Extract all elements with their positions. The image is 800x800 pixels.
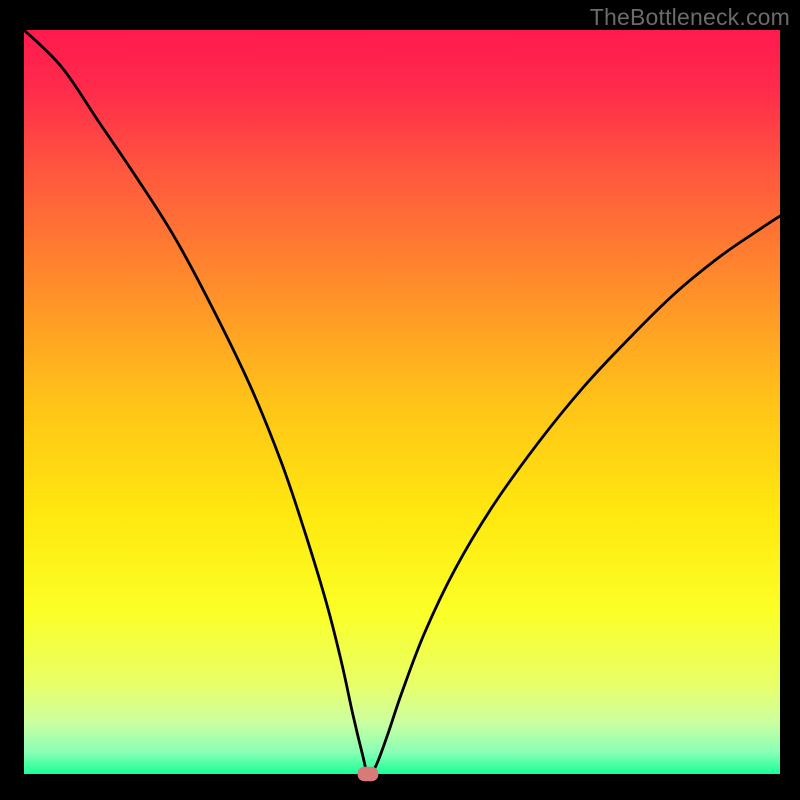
chart-frame: TheBottleneck.com	[0, 0, 800, 800]
curve-minimum-marker	[24, 30, 780, 774]
watermark-text: TheBottleneck.com	[590, 4, 790, 31]
plot-area	[24, 30, 780, 774]
